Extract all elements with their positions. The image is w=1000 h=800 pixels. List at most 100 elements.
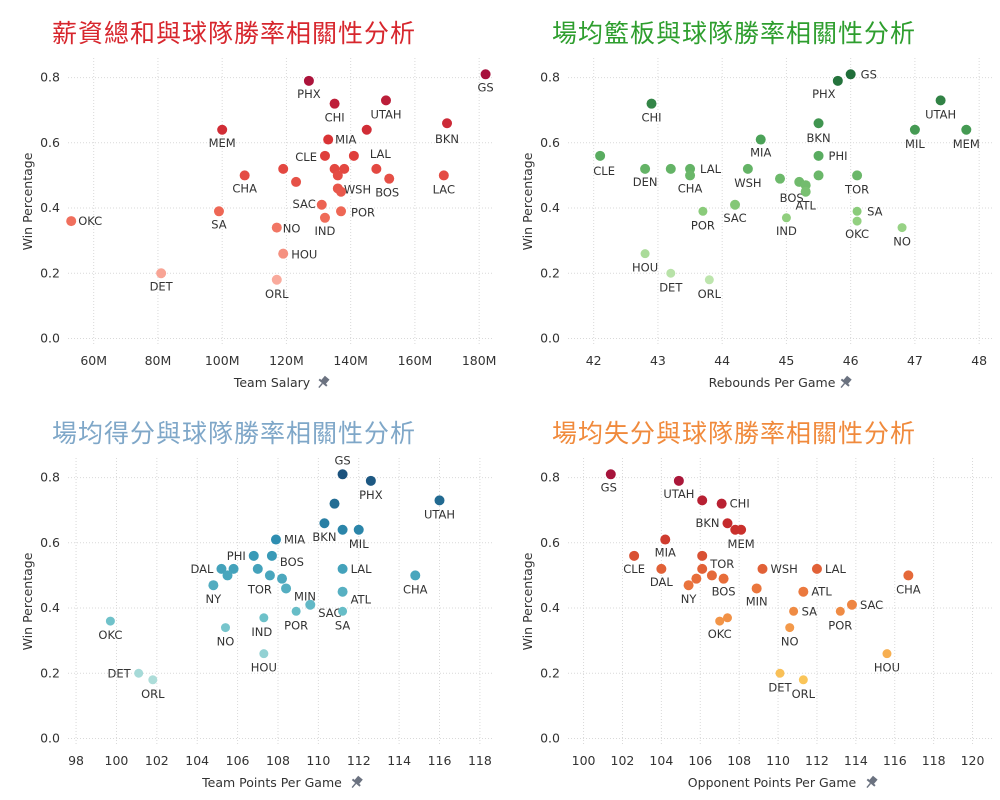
data-point[interactable] (736, 524, 747, 535)
pin-icon[interactable] (315, 374, 331, 390)
data-point[interactable] (751, 583, 762, 594)
data-point[interactable] (660, 534, 671, 545)
data-point[interactable] (266, 550, 277, 561)
data-point[interactable] (222, 570, 233, 581)
data-point[interactable] (775, 173, 785, 184)
data-point[interactable] (371, 163, 382, 174)
data-point[interactable] (277, 573, 288, 584)
data-point[interactable] (336, 186, 347, 197)
data-point[interactable] (480, 69, 491, 80)
data-point[interactable] (381, 95, 391, 106)
data-point[interactable] (665, 163, 676, 174)
data-point[interactable] (291, 606, 301, 616)
data-point[interactable] (216, 563, 227, 574)
data-point[interactable] (337, 469, 348, 480)
data-point[interactable] (156, 268, 167, 279)
data-point[interactable] (646, 98, 657, 109)
data-point[interactable] (718, 573, 729, 584)
data-point[interactable] (336, 206, 347, 217)
data-point[interactable] (640, 163, 651, 174)
data-point[interactable] (683, 580, 694, 591)
data-point[interactable] (213, 206, 224, 217)
data-point[interactable] (706, 570, 717, 581)
data-point[interactable] (281, 583, 292, 594)
data-point[interactable] (781, 213, 791, 223)
data-point[interactable] (259, 649, 269, 659)
pin-icon[interactable] (348, 774, 364, 790)
data-point[interactable] (332, 170, 343, 181)
data-point[interactable] (961, 124, 972, 135)
data-point[interactable] (813, 150, 824, 161)
data-point[interactable] (208, 580, 219, 591)
data-point[interactable] (852, 216, 862, 226)
data-point[interactable] (329, 498, 340, 509)
data-point[interactable] (656, 563, 667, 574)
data-point[interactable] (291, 176, 302, 187)
data-point[interactable] (337, 524, 348, 535)
data-point[interactable] (697, 563, 708, 574)
data-point[interactable] (785, 623, 795, 633)
data-point[interactable] (323, 134, 334, 145)
data-point[interactable] (691, 573, 702, 584)
data-point[interactable] (697, 550, 708, 561)
data-point[interactable] (248, 550, 259, 561)
data-point[interactable] (813, 170, 824, 181)
data-point[interactable] (365, 475, 376, 486)
data-point[interactable] (339, 163, 350, 174)
data-point[interactable] (935, 95, 946, 106)
data-point[interactable] (835, 606, 845, 616)
data-point[interactable] (316, 199, 327, 210)
data-point[interactable] (278, 248, 289, 259)
data-point[interactable] (798, 675, 808, 685)
data-point[interactable] (722, 518, 733, 529)
data-point[interactable] (757, 563, 768, 574)
data-point[interactable] (673, 475, 684, 486)
data-point[interactable] (629, 550, 640, 561)
data-point[interactable] (337, 586, 348, 597)
data-point[interactable] (697, 495, 708, 506)
data-point[interactable] (722, 613, 732, 623)
data-point[interactable] (319, 212, 330, 223)
data-point[interactable] (410, 570, 421, 581)
data-point[interactable] (846, 599, 857, 610)
data-point[interactable] (134, 668, 144, 678)
data-point[interactable] (148, 675, 158, 685)
data-point[interactable] (228, 563, 239, 574)
data-point[interactable] (798, 586, 809, 597)
data-point[interactable] (438, 170, 449, 181)
data-point[interactable] (105, 616, 115, 626)
data-point[interactable] (434, 495, 445, 506)
pin-icon[interactable] (837, 374, 853, 390)
data-point[interactable] (704, 275, 714, 285)
data-point[interactable] (640, 249, 650, 259)
data-point[interactable] (813, 118, 824, 129)
data-point[interactable] (800, 186, 811, 197)
data-point[interactable] (217, 124, 228, 135)
data-point[interactable] (303, 75, 314, 86)
data-point[interactable] (715, 616, 725, 626)
data-point[interactable] (353, 524, 364, 535)
data-point[interactable] (775, 668, 785, 678)
data-point[interactable] (789, 606, 799, 616)
data-point[interactable] (832, 75, 843, 86)
data-point[interactable] (220, 623, 230, 633)
data-point[interactable] (811, 563, 822, 574)
data-point[interactable] (897, 223, 907, 233)
data-point[interactable] (264, 570, 275, 581)
data-point[interactable] (305, 599, 316, 610)
data-point[interactable] (685, 170, 696, 181)
data-point[interactable] (270, 534, 281, 545)
data-point[interactable] (337, 563, 348, 574)
data-point[interactable] (845, 69, 856, 80)
data-point[interactable] (852, 170, 863, 181)
data-point[interactable] (852, 206, 862, 216)
data-point[interactable] (903, 570, 914, 581)
pin-icon[interactable] (863, 774, 879, 790)
data-point[interactable] (755, 134, 766, 145)
data-point[interactable] (666, 268, 676, 278)
data-point[interactable] (271, 222, 282, 233)
data-point[interactable] (595, 150, 606, 161)
data-point[interactable] (348, 150, 359, 161)
data-point[interactable] (361, 124, 372, 135)
data-point[interactable] (329, 98, 340, 109)
